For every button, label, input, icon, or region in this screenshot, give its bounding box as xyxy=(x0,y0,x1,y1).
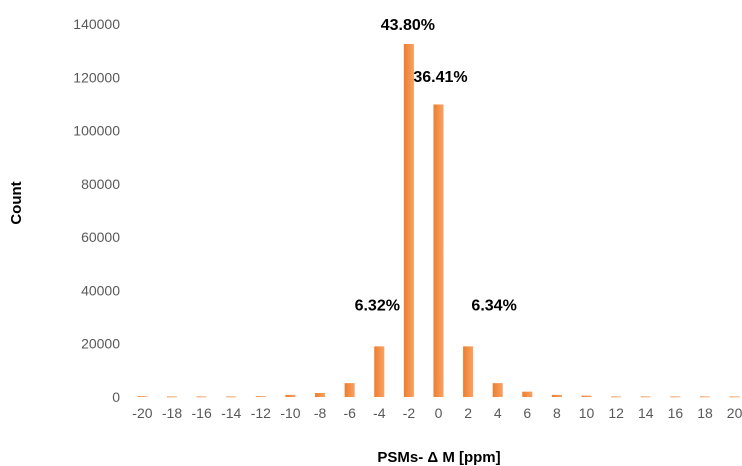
y-tick-label: 0 xyxy=(112,389,120,405)
y-tick-label: 140000 xyxy=(73,16,120,32)
x-tick-label: 18 xyxy=(697,405,713,421)
bar xyxy=(492,383,503,397)
x-tick-label: -8 xyxy=(314,405,327,421)
bars xyxy=(137,43,740,398)
data-label: 43.80% xyxy=(381,17,435,34)
bar xyxy=(729,396,740,398)
x-tick-label: -10 xyxy=(280,405,300,421)
data-label: 6.34% xyxy=(471,297,516,314)
y-tick-label: 60000 xyxy=(81,229,120,245)
bar xyxy=(196,396,207,398)
x-tick-label: 16 xyxy=(668,405,684,421)
bar xyxy=(640,396,651,398)
x-tick-label: -6 xyxy=(343,405,356,421)
data-label: 6.32% xyxy=(355,297,400,314)
bar xyxy=(344,383,355,397)
x-tick-label: -20 xyxy=(132,405,152,421)
x-axis-title: PSMs- Δ M [ppm] xyxy=(377,449,500,466)
bar xyxy=(137,396,148,398)
bar xyxy=(374,346,385,397)
y-tick-label: 20000 xyxy=(81,336,120,352)
bar xyxy=(522,391,533,397)
bar xyxy=(463,346,474,397)
bar xyxy=(581,395,592,397)
x-tick-label: 8 xyxy=(553,405,561,421)
y-axis-title: Count xyxy=(8,181,25,224)
bar xyxy=(670,396,681,398)
bar xyxy=(403,43,414,397)
x-tick-label: 12 xyxy=(608,405,624,421)
x-tick-label: 14 xyxy=(638,405,654,421)
x-axis-ticks: -20 -18 -16 -14 -12 -10 -8 -6 -4 -2 0 2 4 6 8 10 12 14 16 1… xyxy=(132,405,742,421)
x-tick-label: 2 xyxy=(464,405,472,421)
bar xyxy=(166,396,178,398)
x-tick-label: 0 xyxy=(435,405,443,421)
data-labels: 43.80% 36.41% 6.32% 6.34% xyxy=(355,17,517,314)
bar xyxy=(255,396,266,398)
x-tick-label: 6 xyxy=(523,405,531,421)
x-tick-label: -2 xyxy=(403,405,416,421)
y-tick-label: 40000 xyxy=(81,282,120,298)
x-tick-label: -14 xyxy=(221,405,241,421)
bar xyxy=(285,394,296,397)
x-tick-label: -4 xyxy=(373,405,386,421)
x-tick-label: 10 xyxy=(579,405,595,421)
bar xyxy=(611,396,622,398)
y-tick-label: 80000 xyxy=(81,176,120,192)
x-tick-label: -16 xyxy=(192,405,212,421)
x-tick-label: 20 xyxy=(727,405,742,421)
x-tick-label: 4 xyxy=(494,405,502,421)
y-tick-label: 120000 xyxy=(73,69,120,85)
bar xyxy=(315,393,326,397)
data-label: 36.41% xyxy=(413,69,467,86)
y-axis-ticks: 0 20000 40000 60000 80000 100000 120000 140000 xyxy=(73,16,120,405)
bar xyxy=(699,396,711,398)
bar xyxy=(551,394,562,397)
bar xyxy=(226,396,237,398)
x-tick-label: -12 xyxy=(251,405,271,421)
x-tick-label: -18 xyxy=(162,405,182,421)
y-tick-label: 100000 xyxy=(73,123,120,139)
bar xyxy=(433,104,444,397)
